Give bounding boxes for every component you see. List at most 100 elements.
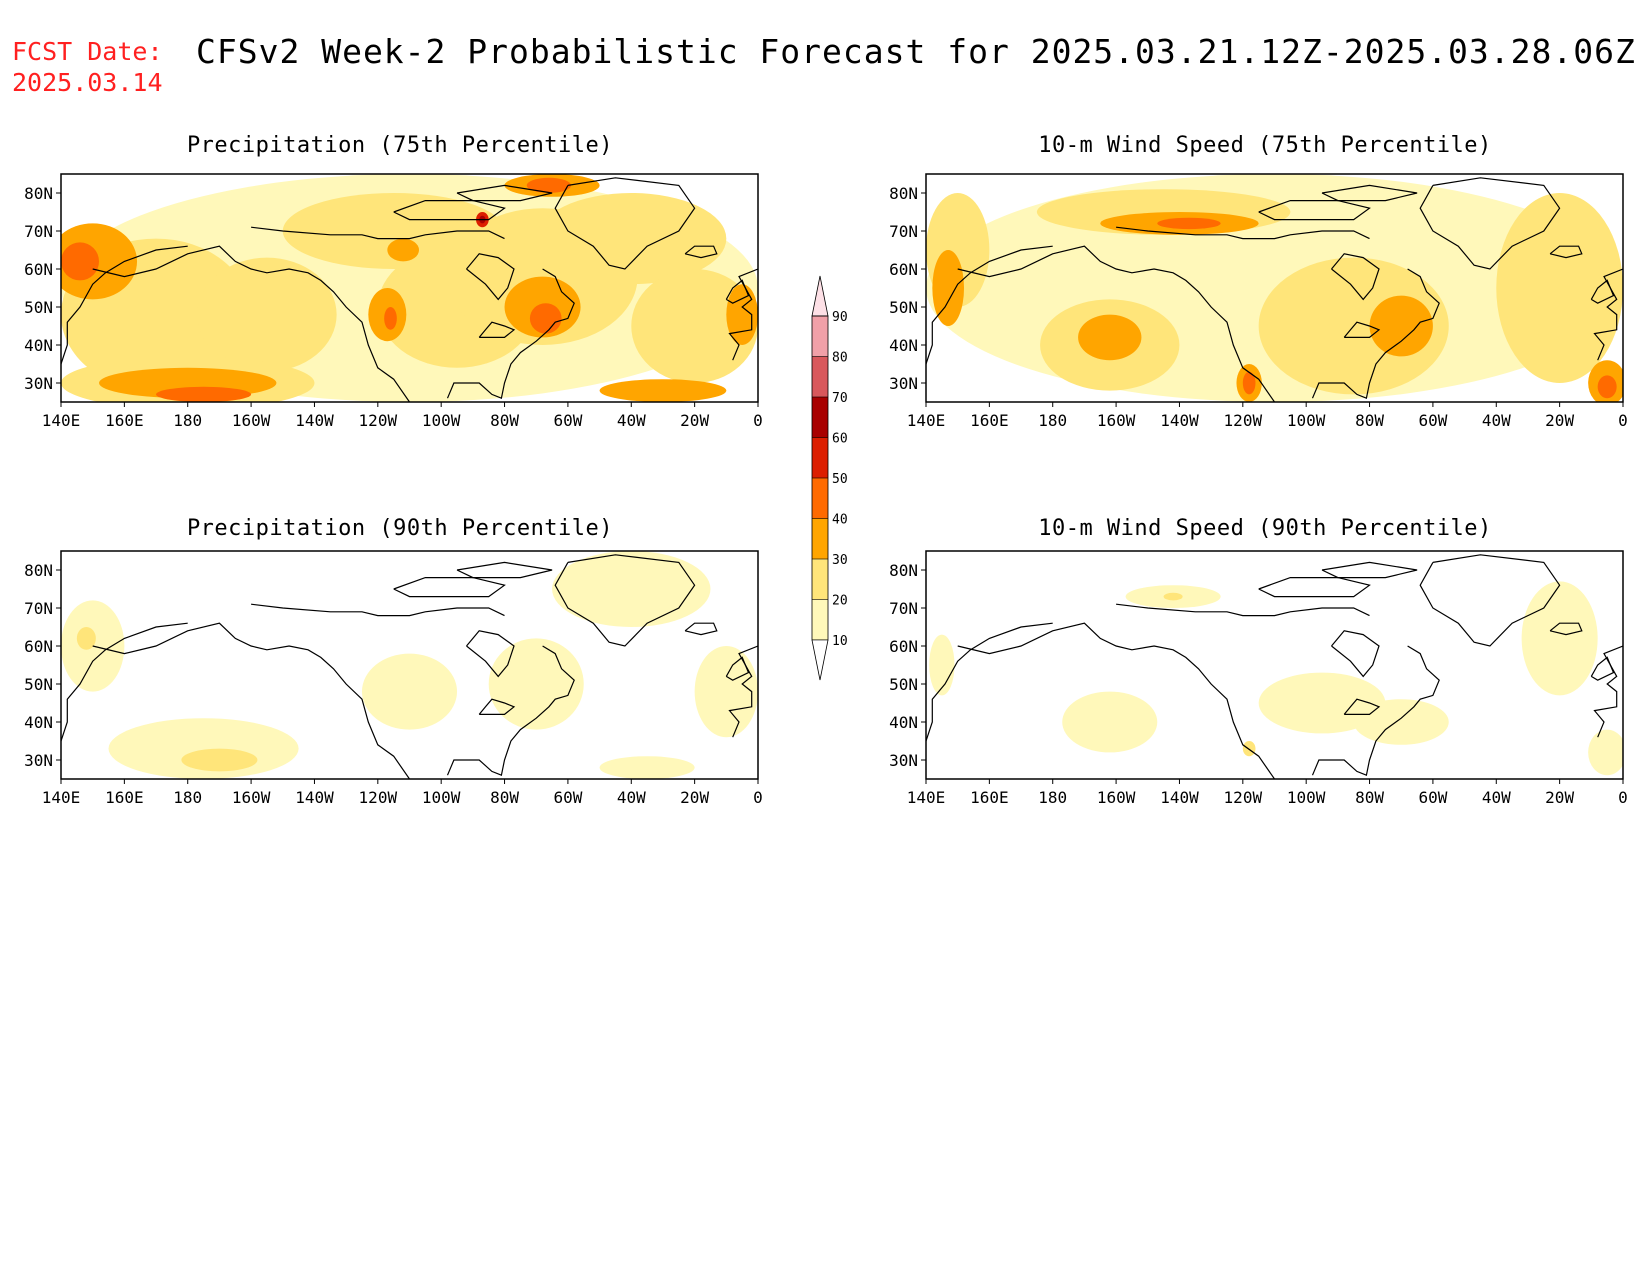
coastline (251, 226, 505, 240)
lon-tick-label: 60W (553, 788, 582, 807)
probability-contour-c30 (1369, 295, 1433, 357)
lat-tick-label: 60N (24, 260, 53, 279)
colorbar-label: 10 (832, 634, 848, 649)
colorbar-label: 30 (832, 553, 848, 568)
probability-contour-c10 (1353, 699, 1449, 745)
lon-tick-label: 140E (907, 788, 946, 807)
lon-tick-label: 60W (1418, 411, 1447, 430)
probability-contour-c10 (552, 551, 711, 627)
panel-title-precip90: Precipitation (90th Percentile) (186, 516, 614, 541)
colorbar-top-arrow (811, 275, 829, 317)
lat-tick-label: 70N (889, 222, 918, 241)
probability-contour-c10 (1588, 729, 1623, 776)
lon-tick-label: 0 (753, 788, 763, 807)
coastline (456, 561, 553, 579)
lat-tick-label: 80N (24, 561, 53, 580)
colorbar-swatch (812, 397, 828, 438)
fcst-date-value: 2025.03.14 (12, 68, 163, 97)
coastline (1321, 561, 1418, 579)
probability-contour-c20 (197, 257, 337, 372)
lon-tick-label: 20W (1545, 411, 1574, 430)
colorbar-swatch (812, 356, 828, 397)
coastline (92, 245, 410, 402)
panel-title-wind75: 10-m Wind Speed (75th Percentile) (1038, 133, 1492, 158)
lat-tick-label: 60N (24, 637, 53, 656)
lon-tick-label: 180 (173, 411, 202, 430)
probability-contour-c40 (156, 386, 252, 402)
colorbar-label: 80 (832, 351, 848, 366)
map-precip75: 140E 160E 180 160W 140W 120W 100W 80W 60W 40W 20W 0… (24, 173, 763, 430)
panel-title-precip75: Precipitation (75th Percentile) (186, 133, 614, 158)
lon-tick-label: 40W (1482, 411, 1511, 430)
colorbar-swatch (812, 437, 828, 478)
lon-tick-label: 140W (295, 788, 334, 807)
colorbar-label: 40 (832, 513, 848, 528)
coastline (1331, 630, 1380, 678)
lon-tick-label: 140E (907, 411, 946, 430)
lon-tick-label: 180 (173, 788, 202, 807)
colorbar-label: 50 (832, 472, 848, 487)
coastline (446, 645, 575, 777)
lon-tick-label: 140W (1160, 788, 1199, 807)
lon-tick-label: 40W (1482, 788, 1511, 807)
coastline (1343, 321, 1381, 338)
lat-tick-label: 50N (24, 298, 53, 317)
probability-contour-c20 (1496, 193, 1623, 383)
coastline (1116, 603, 1370, 617)
coastline (1419, 177, 1561, 270)
lat-tick-label: 60N (889, 637, 918, 656)
lon-tick-label: 160E (105, 411, 144, 430)
colorbar-swatch (812, 316, 828, 357)
shaded-field (926, 551, 1623, 779)
probability-contour-c30 (1078, 314, 1142, 361)
coastline (1321, 184, 1418, 202)
coastline (957, 245, 1275, 402)
lon-tick-label: 120W (1224, 411, 1263, 430)
lat-tick-label: 30N (889, 374, 918, 393)
coastline (1258, 200, 1371, 221)
coastline (251, 603, 505, 617)
colorbar: 10 20 30 40 50 60 70 80 90 (811, 275, 848, 681)
panel-title-wind90: 10-m Wind Speed (90th Percentile) (1038, 516, 1492, 541)
map-wind75: 140E 160E 180 160W 140W 120W 100W 80W 60W 40W 20W 0… (889, 173, 1628, 430)
coastline (1549, 245, 1583, 259)
coastline (446, 268, 575, 400)
coastlines (61, 554, 758, 779)
colorbar-label: 90 (832, 310, 848, 325)
lon-tick-label: 180 (1038, 411, 1067, 430)
lat-tick-label: 70N (889, 599, 918, 618)
probability-contour-c20 (76, 627, 96, 650)
lon-tick-label: 140W (295, 411, 334, 430)
lat-tick-label: 40N (889, 713, 918, 732)
lon-tick-label: 20W (680, 411, 709, 430)
map-frame (925, 173, 1624, 403)
coastline (926, 622, 1053, 742)
lon-tick-label: 20W (680, 788, 709, 807)
lon-tick-label: 40W (617, 788, 646, 807)
lon-tick-label: 100W (1287, 411, 1326, 430)
coastline (393, 200, 506, 221)
coastline (1549, 622, 1583, 636)
coastline (1258, 577, 1371, 598)
lon-tick-label: 80W (1355, 411, 1384, 430)
lat-tick-label: 70N (24, 599, 53, 618)
probability-contour-c30 (932, 250, 965, 326)
lon-tick-label: 160W (232, 411, 271, 430)
lon-tick-label: 60W (1418, 788, 1447, 807)
lon-tick-label: 0 (1618, 788, 1628, 807)
probability-contour-c30 (387, 238, 420, 262)
lon-tick-label: 80W (1355, 788, 1384, 807)
coastline (466, 630, 515, 678)
coastline (466, 253, 515, 301)
coastline (554, 554, 696, 647)
probability-contour-c40 (384, 307, 397, 330)
lon-tick-label: 40W (617, 411, 646, 430)
lon-tick-label: 100W (422, 411, 461, 430)
map-precip90: 140E 160E 180 160W 140W 120W 100W 80W 60W 40W 20W 0… (24, 550, 763, 807)
coastline (61, 245, 188, 365)
coastline (1311, 645, 1440, 777)
lon-tick-label: 160W (1097, 411, 1136, 430)
lon-tick-label: 160W (232, 788, 271, 807)
lat-tick-label: 50N (889, 675, 918, 694)
lon-tick-label: 100W (422, 788, 461, 807)
